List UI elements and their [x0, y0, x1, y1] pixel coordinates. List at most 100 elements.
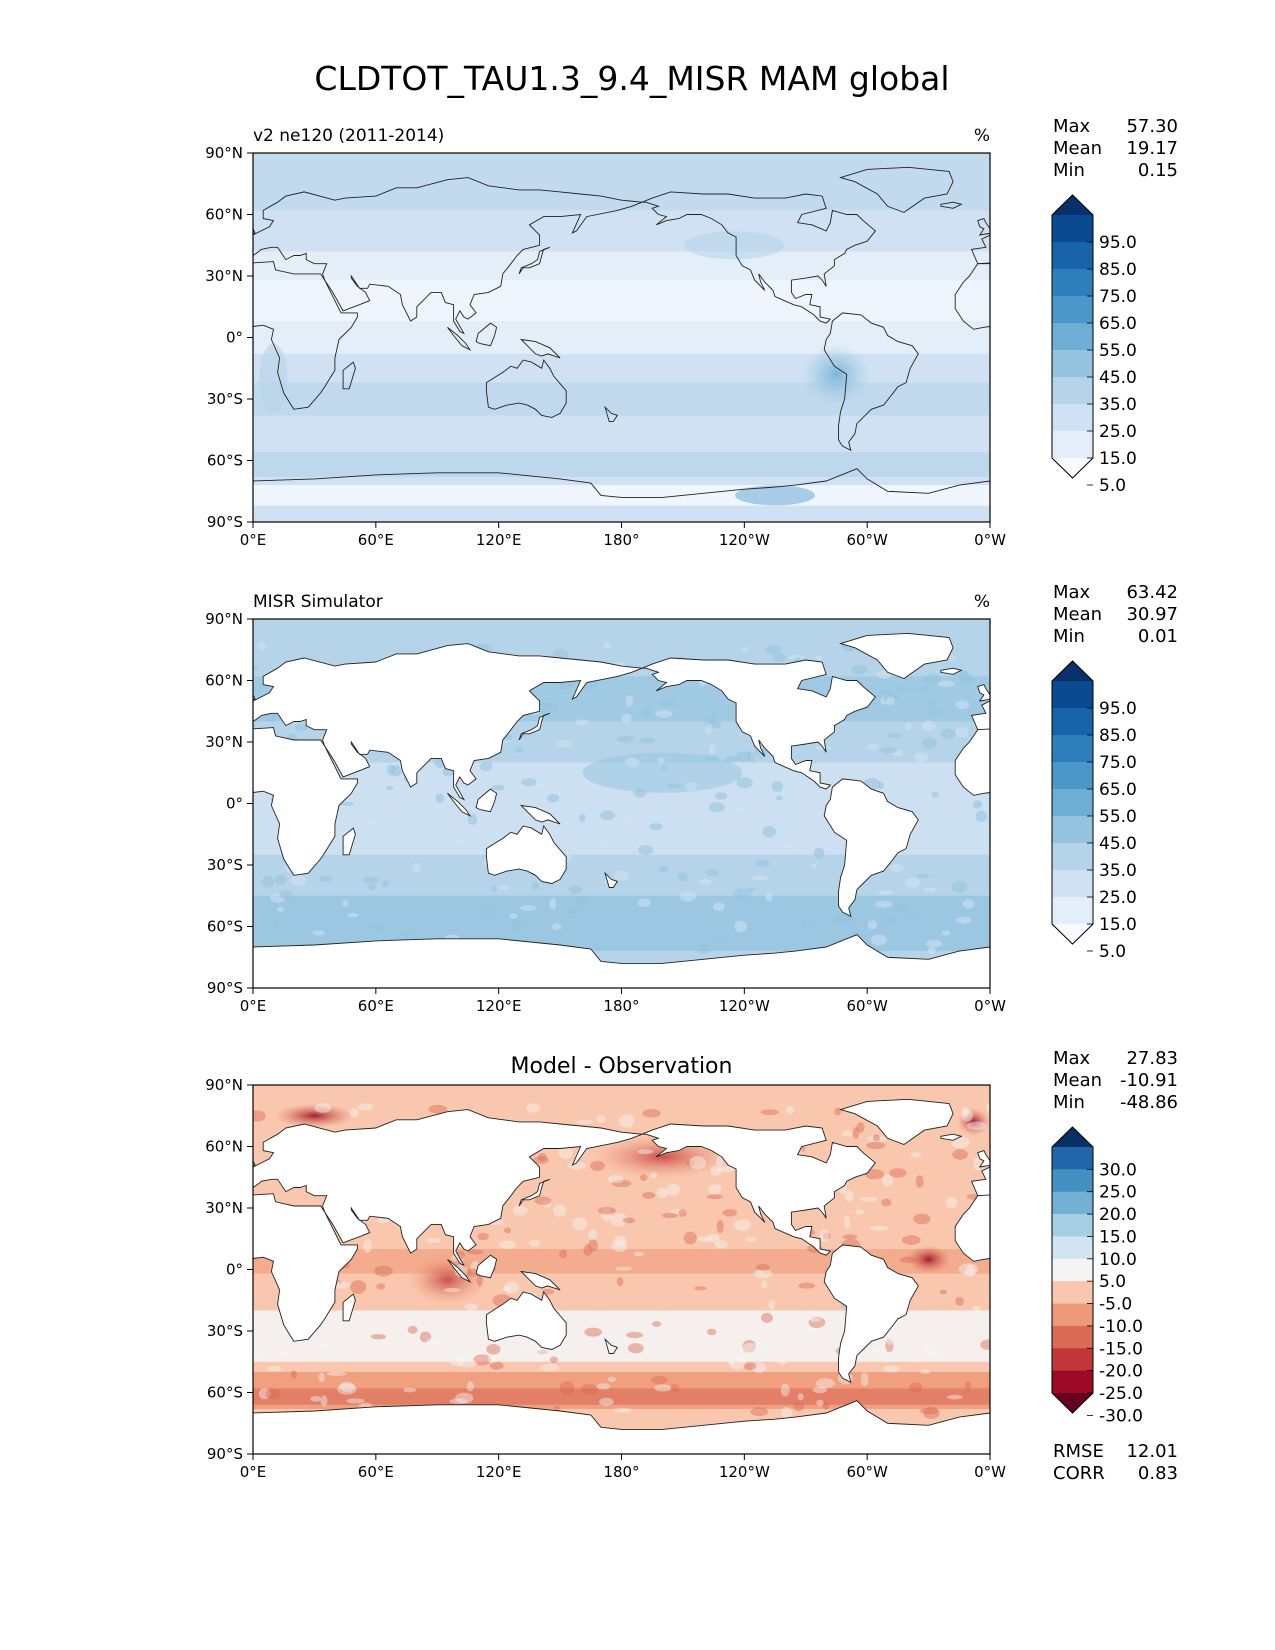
field-speckle [294, 723, 309, 732]
field-speckle [669, 1209, 687, 1215]
field-speckle [642, 707, 652, 718]
field-speckle [407, 1325, 418, 1334]
colorbar: 95.0 85.0 75.0 65.0 55.0 45.0 35.0 25.0 15.0 5.0 [1051, 660, 1137, 962]
coastline-samerica [823, 1244, 919, 1384]
field-speckle [916, 873, 930, 879]
field-speckle [736, 807, 749, 815]
field-speckle [705, 869, 720, 877]
stat-label-max: Max [1053, 1048, 1091, 1069]
field-speckle [926, 708, 942, 716]
field-speckle [874, 900, 893, 908]
field-speckle [637, 1149, 654, 1155]
field-speckle [958, 1263, 979, 1275]
field-speckle [428, 1104, 448, 1114]
field-speckle [567, 1161, 586, 1170]
field-speckle [487, 1355, 499, 1364]
coastline-eurasia [253, 177, 643, 335]
field-speckle [645, 675, 654, 682]
stat-label-min: Min [1053, 1092, 1085, 1113]
x-tick-label: 180° [603, 531, 639, 549]
field-speckle [279, 1350, 290, 1357]
field-speckle [961, 1109, 973, 1122]
x-tick-label: 60°E [358, 997, 394, 1015]
field-speckle [886, 696, 896, 706]
field-speckle [551, 923, 562, 931]
y-tick-label: 90°S [207, 513, 243, 531]
field-speckle [515, 781, 523, 791]
field-speckle [924, 673, 941, 685]
colorbar-bin [1052, 377, 1093, 405]
field-speckle [597, 1206, 616, 1215]
colorbar-label: 85.0 [1099, 726, 1137, 746]
colorbar-bin [1052, 816, 1093, 844]
colorbar-label: -30.0 [1099, 1406, 1143, 1426]
field-speckle [326, 1371, 347, 1376]
field-speckle [482, 908, 494, 917]
coastline-borneo [475, 788, 498, 813]
field-speckle [780, 1383, 790, 1397]
colorbar-bin [1052, 1370, 1093, 1394]
field-speckle [955, 700, 970, 710]
field-speckle [724, 824, 738, 829]
field-speckle [713, 902, 725, 912]
field-speckle [253, 1352, 265, 1362]
panel-title-left: MISR Simulator [253, 592, 383, 612]
stat-value-rmse: 12.01 [1126, 1441, 1178, 1462]
field-speckle [955, 1296, 964, 1306]
field-speckle [822, 1400, 830, 1410]
x-tick-label: 120°E [476, 997, 522, 1015]
field-speckle [751, 1362, 767, 1373]
field-speckle [603, 641, 611, 650]
field-speckle [870, 1345, 888, 1356]
field-speckle [479, 761, 493, 772]
field-speckle [913, 1213, 931, 1225]
field-speckle [885, 1332, 894, 1345]
coastline-antarctica [253, 468, 990, 522]
field-speckle [919, 1407, 939, 1415]
field-speckle [618, 1114, 635, 1128]
field-speckle [698, 878, 712, 885]
x-tick-label: 60°W [846, 531, 888, 549]
field-speckle [432, 767, 444, 774]
coastline-eurasia [253, 643, 643, 801]
field-speckle [650, 1172, 658, 1179]
field-speckle [797, 1393, 804, 1401]
coastline-samerica [823, 778, 919, 918]
stat-value-mean: 30.97 [1126, 604, 1178, 625]
field-speckle [486, 1343, 501, 1355]
field-speckle [583, 681, 598, 691]
field-speckle [435, 793, 445, 804]
coastline-africa-wrap [954, 1194, 990, 1262]
field-speckle [727, 1356, 735, 1365]
stat-value-min: 0.01 [1138, 626, 1178, 647]
field-speckle [710, 713, 717, 725]
field-speckle [519, 1344, 536, 1352]
coastline-japan [518, 246, 550, 275]
colorbar-label: 5.0 [1099, 476, 1126, 496]
colorbar-bin [1052, 1281, 1093, 1305]
field-speckle [800, 920, 810, 928]
field-speckle [519, 904, 537, 911]
field-speckle [642, 1109, 661, 1118]
field-speckle [852, 1127, 860, 1139]
field-speckle [312, 930, 325, 936]
field-speckle [341, 801, 354, 807]
coastline-nz [604, 1337, 619, 1354]
colorbar-label: -10.0 [1099, 1317, 1143, 1337]
field-so-core [253, 1388, 990, 1405]
stat-value-mean: -10.91 [1120, 1070, 1178, 1091]
field-speckle [556, 740, 573, 748]
field-speckle [736, 777, 753, 789]
colorbar-label: 45.0 [1099, 368, 1137, 388]
field-speckle [864, 1169, 884, 1180]
y-tick-label: 60°N [205, 672, 243, 690]
colorbar-bin [1052, 350, 1093, 378]
field-speckle [503, 1281, 520, 1294]
colorbar-extend-bottom [1052, 458, 1093, 478]
field-speckle [706, 1328, 717, 1336]
field-speckle [740, 1342, 760, 1357]
field-speckle [614, 870, 629, 881]
field-speckle [576, 1119, 594, 1125]
colorbar-bin [1052, 1214, 1093, 1237]
field-speckle [940, 728, 956, 739]
